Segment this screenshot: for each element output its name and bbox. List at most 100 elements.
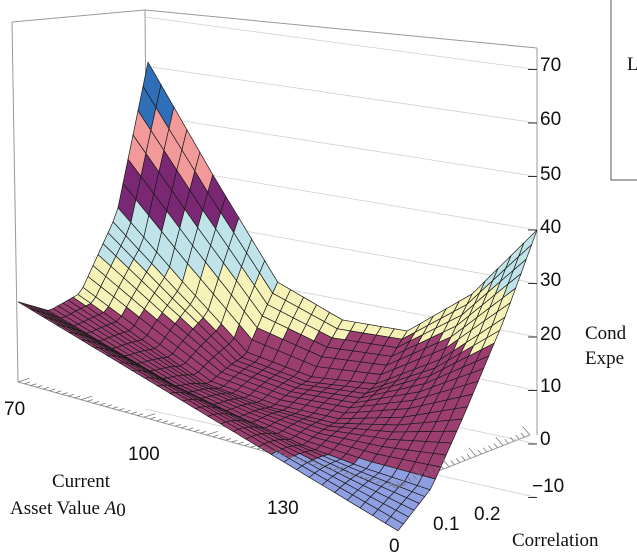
wall-grid-line: [144, 114, 538, 177]
x-minor-tick: [80, 395, 93, 401]
x-tick-label: 100: [128, 444, 160, 465]
x-minor-tick: [24, 381, 31, 385]
z-axis-label-line1: Cond: [585, 323, 627, 344]
y-minor-tick: [477, 449, 482, 455]
surface-cell: [384, 516, 404, 532]
x-minor-tick: [130, 411, 137, 415]
x-minor-tick: [74, 395, 81, 399]
x-minor-tick: [394, 484, 407, 489]
x-minor-tick: [244, 443, 251, 446]
y-minor-tick: [482, 447, 488, 453]
legend-box: [610, 0, 637, 181]
y-minor-tick: [423, 470, 428, 476]
wall-grid-line: [144, 65, 538, 124]
x-minor-tick: [137, 413, 144, 416]
y-axis-label: Correlation: [512, 530, 599, 551]
y-minor-tick: [466, 453, 471, 459]
z-tick-label: 40: [540, 217, 561, 238]
z-tick-marks: [528, 69, 537, 498]
x-minor-tick: [338, 469, 345, 473]
y-minor-tick: [509, 436, 515, 442]
z-tick-label: 10: [540, 376, 561, 397]
x-axis-label-line2: Asset Value A0: [10, 498, 126, 521]
x-minor-tick: [181, 425, 188, 429]
y-minor-tick: [468, 447, 477, 457]
x-minor-tick: [269, 448, 281, 454]
x-minor-tick: [193, 429, 200, 432]
y-minor-tick: [450, 460, 455, 465]
y-minor-tick: [439, 464, 444, 470]
x-minor-tick: [156, 418, 163, 422]
x-minor-tick: [55, 390, 62, 393]
x-minor-tick: [288, 455, 295, 459]
x-minor-tick: [306, 461, 313, 464]
z-tick-label: 50: [540, 164, 561, 185]
z-tick-label: 30: [540, 270, 561, 291]
minor-ticks: [17, 378, 531, 489]
wall-grid-line: [144, 16, 538, 70]
x-minor-tick: [375, 480, 382, 484]
x-minor-tick: [42, 386, 49, 390]
x-minor-tick: [325, 466, 332, 469]
z-tick-label: −10: [532, 476, 564, 497]
z-tick-label: 0: [540, 429, 551, 450]
x-minor-tick: [143, 413, 156, 418]
x-minor-tick: [168, 422, 175, 425]
x-minor-tick: [206, 431, 219, 436]
x-tick-label: 130: [267, 498, 299, 519]
x-minor-tick: [281, 454, 288, 457]
z-tick-label: 20: [540, 324, 561, 345]
y-minor-tick: [407, 477, 412, 482]
legend: L: [610, 0, 637, 181]
x-minor-tick: [17, 378, 30, 383]
x-tick-label: 70: [4, 399, 25, 420]
x-minor-tick: [124, 409, 131, 413]
x-minor-tick: [319, 464, 326, 468]
x-minor-tick: [313, 462, 320, 466]
y-minor-tick: [493, 443, 498, 448]
x-minor-tick: [68, 393, 75, 397]
x-minor-tick: [149, 416, 156, 420]
x-minor-tick: [212, 434, 219, 438]
y-minor-tick: [434, 466, 439, 472]
x-minor-tick: [237, 441, 244, 445]
x-minor-tick: [350, 473, 357, 476]
x-minor-tick: [262, 448, 269, 452]
x-minor-tick: [218, 436, 225, 439]
x-minor-tick: [332, 466, 344, 471]
y-minor-tick: [414, 468, 423, 478]
legend-fragment: L: [627, 54, 637, 75]
x-minor-tick: [112, 406, 119, 409]
x-minor-tick: [275, 452, 282, 455]
x-minor-tick: [118, 408, 125, 411]
y-minor-tick: [401, 479, 407, 485]
surface: [17, 61, 538, 532]
y-minor-tick: [412, 475, 417, 480]
x-axis-label-symbol: A: [103, 498, 117, 519]
y-minor-tick: [520, 432, 525, 438]
x-minor-tick: [200, 431, 207, 434]
x-minor-tick: [174, 424, 181, 427]
y-minor-tick: [455, 458, 461, 463]
z-tick-labels: 70 60 50 40 30 20 10 0 −10: [532, 55, 564, 497]
y-minor-tick: [441, 458, 450, 468]
y-minor-tick: [461, 455, 466, 461]
x-axis-label-text: Asset Value: [10, 498, 105, 519]
x-minor-tick: [363, 477, 370, 480]
x-minor-tick: [231, 439, 238, 443]
x-minor-tick: [294, 457, 301, 461]
x-minor-tick: [225, 438, 232, 441]
x-minor-tick: [105, 404, 112, 408]
x-minor-tick: [30, 383, 37, 386]
x-minor-tick: [187, 427, 194, 431]
y-tick-label: 0.2: [474, 504, 500, 525]
x-minor-tick: [162, 420, 169, 423]
y-minor-tick: [396, 481, 401, 487]
y-minor-tick: [522, 426, 531, 436]
x-minor-tick: [36, 385, 43, 388]
x-minor-tick: [49, 388, 56, 392]
x-minor-tick: [369, 478, 376, 482]
y-minor-tick: [387, 479, 396, 489]
x-minor-tick: [382, 482, 389, 485]
x-minor-tick: [300, 459, 307, 462]
